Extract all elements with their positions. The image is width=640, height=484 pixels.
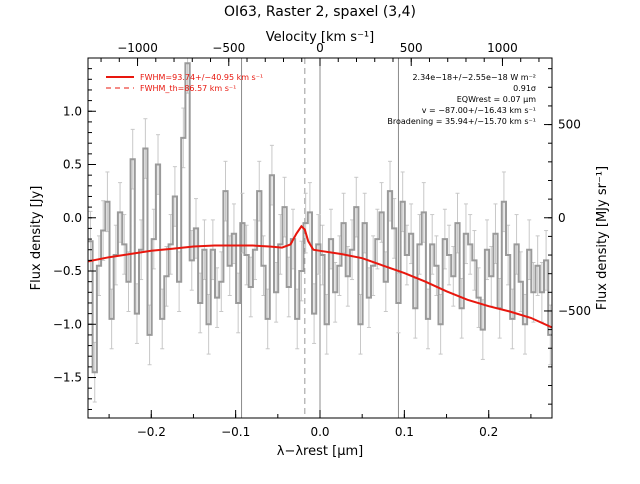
top-tick-label: 1000 bbox=[487, 41, 518, 55]
y-axis-label: Flux density [Jy] bbox=[29, 186, 44, 291]
y-tick-label: 1.0 bbox=[63, 104, 82, 118]
x-axis-label: λ−λrest [μm] bbox=[277, 444, 363, 459]
legend-fwhm-th: FWHM_th=86.57 km s⁻¹ bbox=[140, 84, 236, 93]
top-tick-label: −500 bbox=[212, 41, 245, 55]
right-tick-label: 500 bbox=[558, 118, 581, 132]
y-tick-label: 0.5 bbox=[63, 158, 82, 172]
x-tick-label: 0.0 bbox=[310, 425, 329, 439]
top-tick-label: 500 bbox=[400, 41, 423, 55]
x-tick-label: −0.2 bbox=[137, 425, 166, 439]
legend-fwhm: FWHM=93.74+/−40.95 km s⁻¹ bbox=[140, 73, 263, 82]
x-tick-label: −0.1 bbox=[221, 425, 250, 439]
reference-lines bbox=[241, 58, 399, 418]
top-tick-label: −1000 bbox=[117, 41, 158, 55]
x-tick-label: 0.2 bbox=[479, 425, 498, 439]
y-tick-label: −1.0 bbox=[53, 317, 82, 331]
fit-annotations: 2.34e−18+/−2.55e−18 W m⁻² 0.91σ EQWrest … bbox=[387, 73, 536, 126]
right-tick-label: 0 bbox=[558, 211, 566, 225]
top-tick-label: 0 bbox=[316, 41, 324, 55]
top-axis-label: Velocity [km s⁻¹] bbox=[266, 30, 374, 45]
y-tick-label: −0.5 bbox=[53, 264, 82, 278]
fit-line bbox=[88, 224, 552, 329]
annotation-flux: 2.34e−18+/−2.55e−18 W m⁻² bbox=[412, 73, 536, 82]
legend: FWHM=93.74+/−40.95 km s⁻¹ FWHM_th=86.57 … bbox=[106, 73, 263, 93]
x-tick-label: 0.1 bbox=[395, 425, 414, 439]
right-axis-label: Flux density [MJy sr⁻¹] bbox=[595, 166, 610, 310]
axes: −0.2 −0.1 0.0 0.1 0.2 −1000 −500 0 500 1000 −1.5 −1… bbox=[53, 41, 591, 439]
annotation-eqw: EQWrest = 0.07 μm bbox=[457, 95, 536, 104]
spectrum-line bbox=[88, 62, 552, 374]
annotation-sigma: 0.91σ bbox=[513, 84, 536, 93]
y-tick-label: −1.5 bbox=[53, 371, 82, 385]
y-tick-label: 0.0 bbox=[63, 211, 82, 225]
annotation-velocity: v = −87.00+/−16.43 km s⁻¹ bbox=[422, 106, 536, 115]
right-tick-label: −500 bbox=[558, 304, 591, 318]
chart-title: OI63, Raster 2, spaxel (3,4) bbox=[224, 4, 416, 20]
data-series bbox=[88, 62, 552, 374]
annotation-broadening: Broadening = 35.94+/−15.70 km s⁻¹ bbox=[387, 117, 536, 126]
